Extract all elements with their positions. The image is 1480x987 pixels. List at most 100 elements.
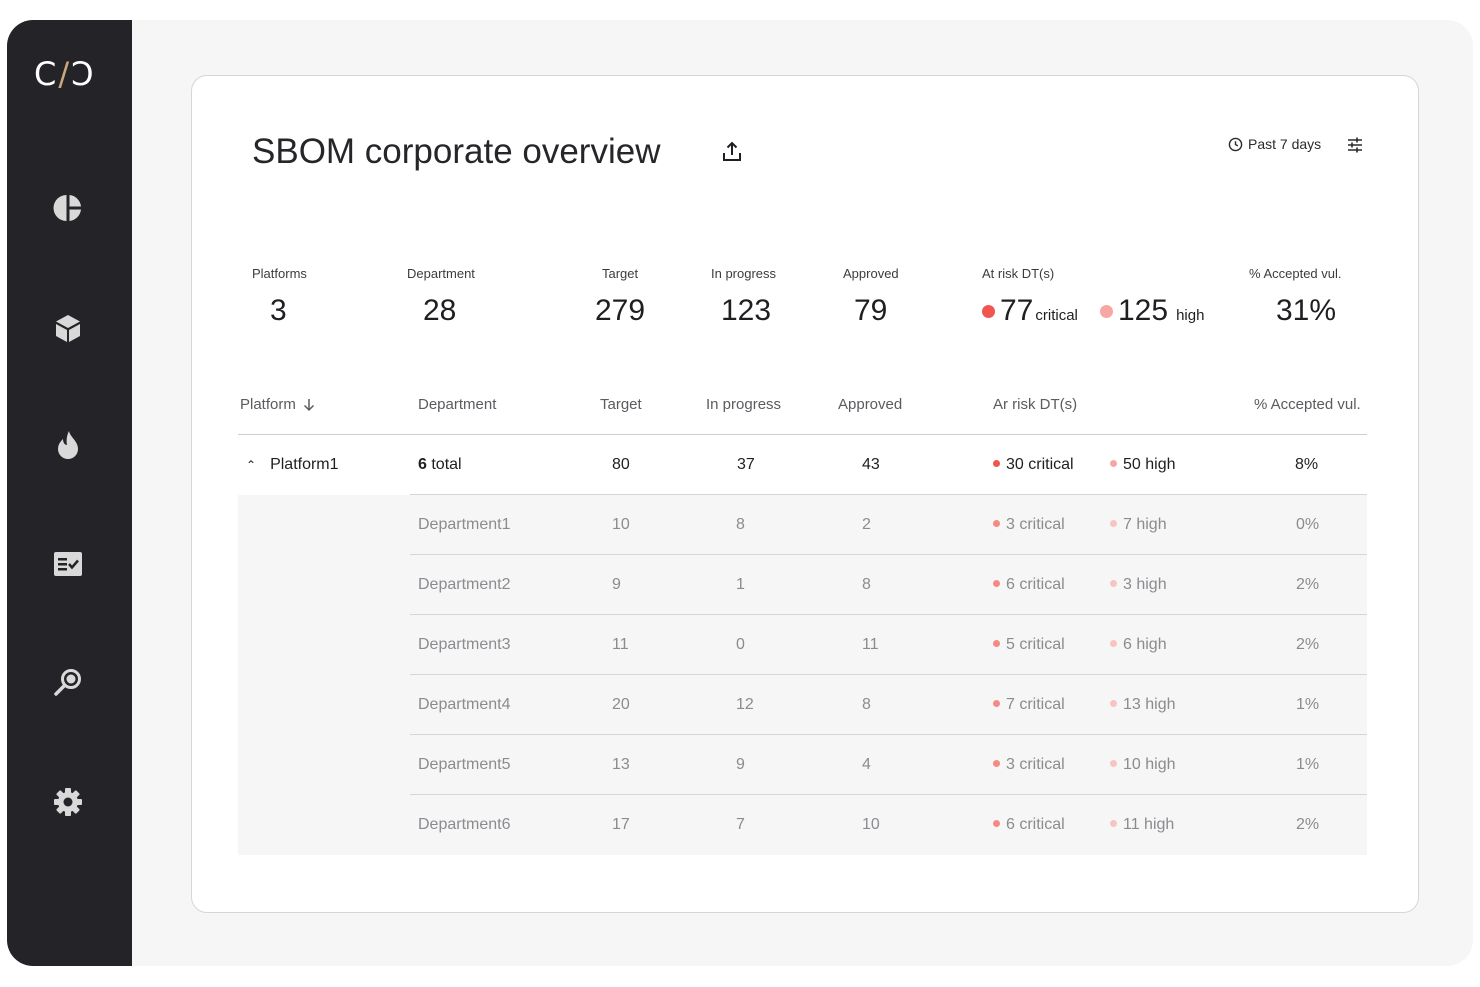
magnifier-icon bbox=[54, 669, 81, 696]
department-row[interactable]: Department2 9 1 8 6 critical 3 high 2% bbox=[238, 555, 1367, 615]
high-dot bbox=[1110, 820, 1117, 827]
high-cell: 11 high bbox=[1110, 795, 1174, 855]
high-cell: 13 high bbox=[1110, 675, 1176, 735]
department-name-cell: Department4 bbox=[418, 696, 511, 713]
sidebar: C/Ɔ bbox=[7, 20, 132, 966]
kpi-label-department: Department bbox=[407, 266, 475, 281]
kpi-value-platforms: 3 bbox=[270, 294, 287, 327]
department-row[interactable]: Department4 20 12 8 7 critical 13 high 1% bbox=[238, 675, 1367, 735]
department-name-cell: Department3 bbox=[418, 636, 511, 653]
kpi-label-at-risk: At risk DT(s) bbox=[982, 266, 1055, 281]
platform-name: Platform1 bbox=[270, 456, 339, 473]
accepted-cell: 0% bbox=[1296, 516, 1320, 533]
critical-text: 5 critical bbox=[1006, 636, 1065, 653]
accepted-cell: 2% bbox=[1296, 816, 1320, 833]
row-divider bbox=[410, 614, 1367, 615]
target-cell: 80 bbox=[612, 456, 630, 473]
department-name-cell: Department5 bbox=[418, 756, 511, 773]
platform-row[interactable]: ⌃ Platform1 6 total 80 37 43 30 critical … bbox=[238, 435, 1367, 495]
approved-cell: 10 bbox=[862, 816, 880, 833]
critical-count: 77 bbox=[1000, 294, 1034, 327]
kpi-value-approved: 79 bbox=[854, 294, 888, 327]
in-progress-cell: 12 bbox=[736, 696, 754, 713]
target-cell: 11 bbox=[612, 636, 629, 653]
column-header-platform-label: Platform bbox=[240, 396, 296, 413]
kpi-value-department: 28 bbox=[423, 294, 457, 327]
share-button[interactable] bbox=[720, 140, 744, 164]
sidebar-item-vulnerabilities[interactable] bbox=[50, 427, 86, 463]
sliders-icon bbox=[1348, 137, 1362, 153]
high-cell: 6 high bbox=[1110, 615, 1167, 675]
high-text: 3 high bbox=[1123, 576, 1167, 593]
department-row[interactable]: Department5 13 9 4 3 critical 10 high 1% bbox=[238, 735, 1367, 795]
accepted-cell: 2% bbox=[1296, 636, 1320, 653]
high-dot bbox=[1110, 580, 1117, 587]
department-row[interactable]: Department6 17 7 10 6 critical 11 high 2% bbox=[238, 795, 1367, 855]
department-row[interactable]: Department1 10 8 2 3 critical 7 high 0% bbox=[238, 495, 1367, 555]
critical-dot bbox=[993, 760, 1000, 767]
kpi-value-target: 279 bbox=[595, 294, 646, 327]
department-row[interactable]: Department3 11 0 11 5 critical 6 high 2% bbox=[238, 615, 1367, 675]
critical-dot bbox=[993, 580, 1000, 587]
department-name-cell: Department1 bbox=[418, 516, 511, 533]
sort-arrow-down-icon[interactable] bbox=[302, 398, 316, 412]
column-header-at-risk[interactable]: Ar risk DT(s) bbox=[993, 396, 1078, 413]
column-header-in-progress[interactable]: In progress bbox=[706, 396, 782, 413]
critical-cell: 3 critical bbox=[993, 735, 1065, 795]
column-header-accepted[interactable]: % Accepted vul. bbox=[1254, 396, 1361, 413]
column-header-department[interactable]: Department bbox=[418, 396, 497, 413]
gear-icon bbox=[54, 788, 82, 816]
accepted-cell: 1% bbox=[1296, 696, 1320, 713]
kpi-value-critical: 77 critical bbox=[982, 294, 1078, 328]
high-dot bbox=[1110, 460, 1117, 467]
high-cell: 7 high bbox=[1110, 495, 1167, 555]
column-header-approved[interactable]: Approved bbox=[838, 396, 903, 413]
row-divider bbox=[410, 494, 1367, 495]
critical-dot bbox=[993, 460, 1000, 467]
kpi-label-platforms: Platforms bbox=[252, 266, 307, 281]
sidebar-item-packages[interactable] bbox=[50, 310, 86, 346]
collapse-chevron-icon[interactable]: ⌃ bbox=[246, 458, 257, 472]
checklist-icon bbox=[54, 552, 82, 576]
column-header-platform[interactable]: Platform bbox=[240, 396, 316, 413]
critical-text: 3 critical bbox=[1006, 756, 1065, 773]
column-header-target[interactable]: Target bbox=[600, 396, 642, 413]
kpi-value-accepted: 31% bbox=[1276, 294, 1337, 327]
department-name-cell: Department2 bbox=[418, 576, 511, 593]
critical-text: 6 critical bbox=[1006, 576, 1065, 593]
target-cell: 20 bbox=[612, 696, 630, 713]
period-selector[interactable]: Past 7 days bbox=[1228, 136, 1321, 152]
platform-table: ⌃ Platform1 6 total 80 37 43 30 critical … bbox=[238, 435, 1367, 855]
in-progress-cell: 1 bbox=[736, 576, 745, 593]
department-name-cell: Department6 bbox=[418, 816, 511, 833]
clock-icon bbox=[1228, 137, 1243, 151]
app-logo[interactable]: C/Ɔ bbox=[34, 55, 96, 93]
sidebar-item-search[interactable] bbox=[50, 664, 86, 700]
department-count: 6 bbox=[418, 456, 427, 473]
department-total-cell: 6 total bbox=[418, 435, 462, 495]
critical-text: 3 critical bbox=[1006, 516, 1065, 533]
sidebar-item-dashboard[interactable] bbox=[50, 190, 86, 226]
kpi-value-high: 125 high bbox=[1100, 294, 1204, 328]
cube-icon bbox=[56, 315, 80, 342]
filter-button[interactable] bbox=[1346, 136, 1364, 154]
approved-cell: 43 bbox=[862, 456, 880, 473]
high-dot bbox=[1110, 760, 1117, 767]
platform-cell: ⌃ Platform1 bbox=[246, 435, 339, 495]
high-cell: 10 high bbox=[1110, 735, 1176, 795]
sidebar-item-settings[interactable] bbox=[50, 784, 86, 820]
high-indicator bbox=[1100, 305, 1113, 318]
high-text: 50 high bbox=[1123, 456, 1176, 473]
sidebar-item-tasks[interactable] bbox=[50, 546, 86, 582]
approved-cell: 11 bbox=[862, 636, 879, 653]
kpi-label-accepted: % Accepted vul. bbox=[1249, 266, 1342, 281]
critical-cell: 7 critical bbox=[993, 675, 1065, 735]
row-divider bbox=[410, 794, 1367, 795]
critical-text: 6 critical bbox=[1006, 816, 1065, 833]
critical-indicator bbox=[982, 305, 995, 318]
period-label: Past 7 days bbox=[1248, 136, 1322, 152]
kpi-label-approved: Approved bbox=[843, 266, 899, 281]
flame-icon bbox=[58, 431, 78, 459]
high-label: high bbox=[1176, 307, 1205, 324]
pie-chart-icon bbox=[53, 195, 81, 221]
